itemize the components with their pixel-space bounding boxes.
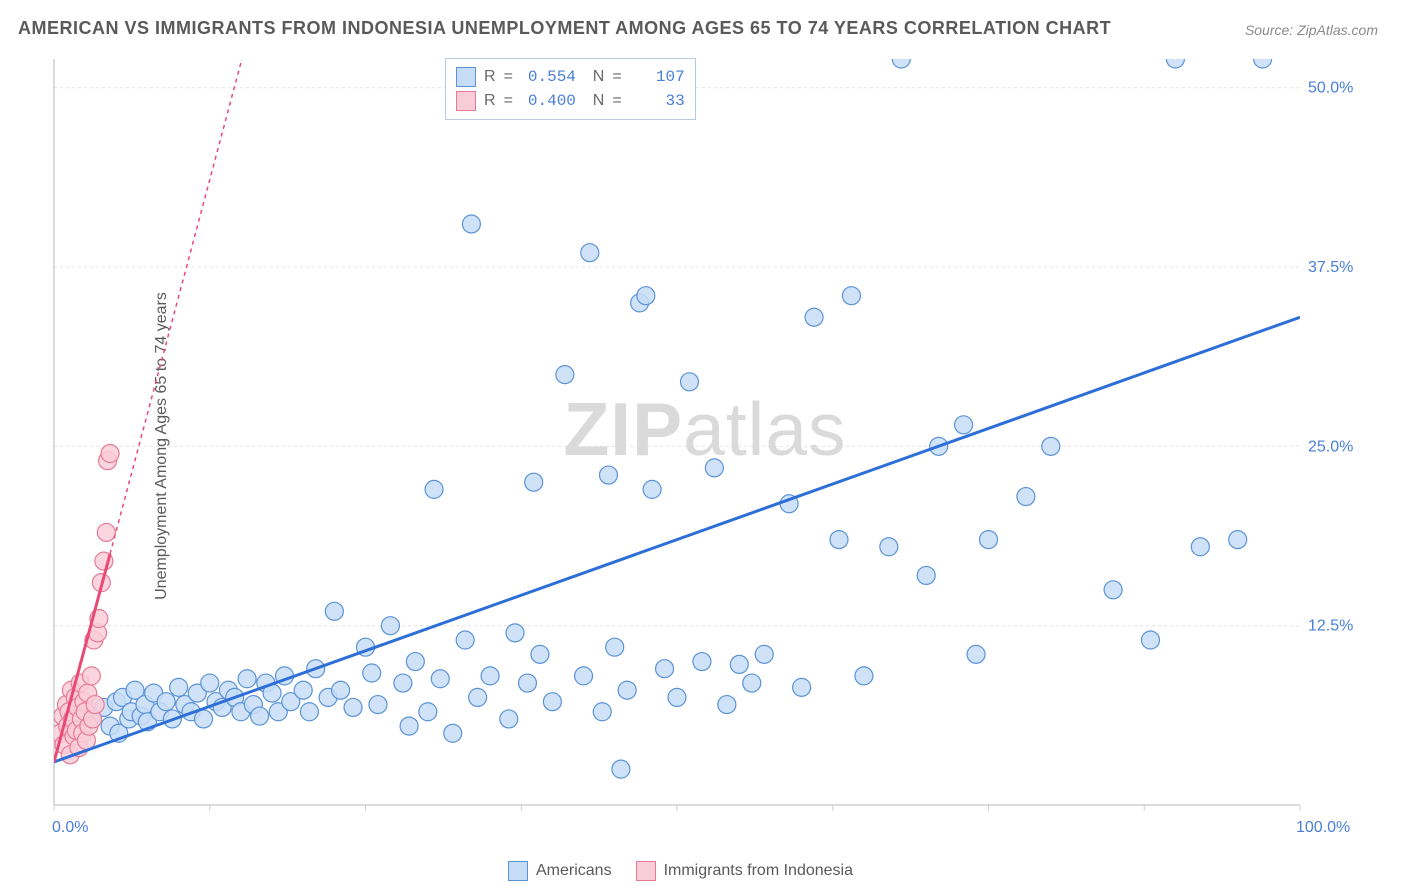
legend-swatch — [508, 861, 528, 881]
chart-title: AMERICAN VS IMMIGRANTS FROM INDONESIA UN… — [18, 18, 1111, 39]
legend-label: Immigrants from Indonesia — [664, 862, 853, 880]
legend-swatch — [456, 67, 476, 87]
x-axis-end-label: 100.0% — [1296, 819, 1350, 837]
svg-text:37.5%: 37.5% — [1308, 259, 1353, 276]
legend-swatch — [636, 861, 656, 881]
legend-bottom: Americans Immigrants from Indonesia — [508, 861, 853, 881]
legend-item: Americans — [508, 861, 612, 881]
scatter-chart: 12.5% 25.0% 37.5% 50.0% — [50, 55, 1360, 835]
svg-text:25.0%: 25.0% — [1308, 438, 1353, 455]
correlation-stats-box: R=0.554 N=107R=0.400 N=33 — [445, 58, 696, 120]
source-attribution: Source: ZipAtlas.com — [1245, 22, 1378, 38]
legend-swatch — [456, 91, 476, 111]
legend-label: Americans — [536, 862, 612, 880]
svg-text:12.5%: 12.5% — [1308, 618, 1353, 635]
svg-text:50.0%: 50.0% — [1308, 80, 1353, 97]
stats-row: R=0.400 N=33 — [456, 89, 685, 113]
stats-row: R=0.554 N=107 — [456, 65, 685, 89]
x-axis-start-label: 0.0% — [52, 819, 88, 837]
plot-area: ZIPatlas 12.5%25.0%37.5%50.0% — [50, 55, 1360, 835]
legend-item: Immigrants from Indonesia — [636, 861, 853, 881]
